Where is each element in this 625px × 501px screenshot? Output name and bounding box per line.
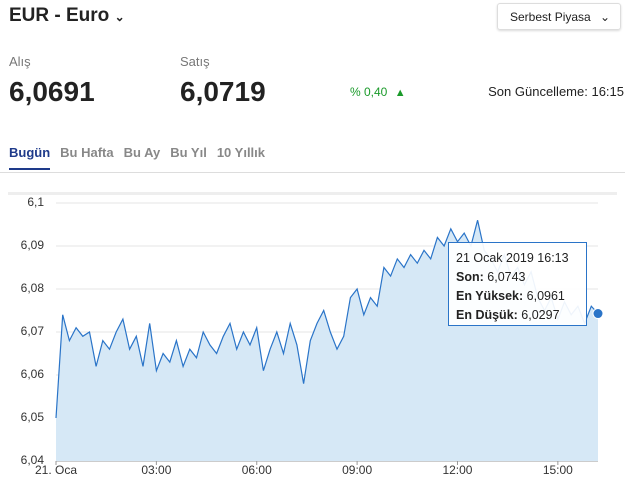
separator <box>0 172 625 173</box>
tooltip-row: Son: 6,0743 <box>456 268 579 287</box>
tooltip-label: En Düşük: <box>456 308 518 322</box>
x-tick-label: 09:00 <box>342 463 372 477</box>
tooltip-value: 6,0961 <box>526 289 565 303</box>
chart: 6,04 6,05 6,06 6,07 6,08 6,09 6,1 21. Oca 03:00 0… <box>8 192 617 477</box>
tooltip-row: En Düşük: 6,0297 <box>456 306 579 325</box>
tooltip-label: En Yüksek: <box>456 289 524 303</box>
tooltip-date: 21 Ocak 2019 16:13 <box>456 251 569 265</box>
x-tick-label: 21. Oca <box>35 463 77 477</box>
chart-top-border <box>8 192 617 195</box>
x-tick-label: 06:00 <box>242 463 272 477</box>
up-arrow: ▲ <box>394 87 406 99</box>
change-text: % 0,40 <box>350 85 388 99</box>
y-tick-label: 6,06 <box>21 367 45 381</box>
y-tick-label: 6,1 <box>27 195 44 209</box>
tab[interactable]: Bu Hafta <box>60 145 114 160</box>
y-tick-label: 6,04 <box>21 453 45 467</box>
y-tick-label: 6,09 <box>21 238 45 252</box>
market-select[interactable]: Serbest Piyasa ⌄ <box>497 3 621 30</box>
tab[interactable]: Bu Ay <box>123 145 161 160</box>
tooltip-label: Son: <box>456 270 484 284</box>
tooltip-value: 6,0297 <box>521 308 560 322</box>
sell-label: Satış <box>180 54 210 69</box>
tab[interactable]: Bu Yıl <box>170 145 207 160</box>
market-label: Serbest Piyasa <box>510 10 591 24</box>
tab[interactable]: Bugün <box>9 145 51 170</box>
updated: Son Güncelleme: 16:15 <box>488 84 624 99</box>
tooltip: 21 Ocak 2019 16:13 Son: 6,0743 En Yüksek… <box>448 242 587 326</box>
title-text: EUR - Euro <box>9 5 110 26</box>
x-tick-label: 12:00 <box>442 463 472 477</box>
chevron: ⌄ <box>114 10 125 24</box>
x-tick-label: 15:00 <box>543 463 573 477</box>
y-tick-label: 6,07 <box>21 324 45 338</box>
y-tick-label: 6,08 <box>21 281 45 295</box>
tab[interactable]: 10 Yıllık <box>216 145 266 160</box>
x-tick-label: 03:00 <box>141 463 171 477</box>
sell-value: 6,0719 <box>180 76 266 107</box>
tabs: Bugün Bu Hafta Bu Ay Bu Yıl 10 Yıllık <box>9 145 275 170</box>
currency-title[interactable]: EUR - Euro ⌄ <box>9 5 125 27</box>
buy-value: 6,0691 <box>9 76 95 107</box>
chevron: ⌄ <box>599 10 610 24</box>
change: % 0,40 ▲ <box>350 85 406 99</box>
hover-point <box>592 308 604 320</box>
buy-label: Alış <box>9 54 31 69</box>
tooltip-value: 6,0743 <box>487 270 526 284</box>
y-tick-label: 6,05 <box>21 410 45 424</box>
tooltip-row: En Yüksek: 6,0961 <box>456 287 579 306</box>
